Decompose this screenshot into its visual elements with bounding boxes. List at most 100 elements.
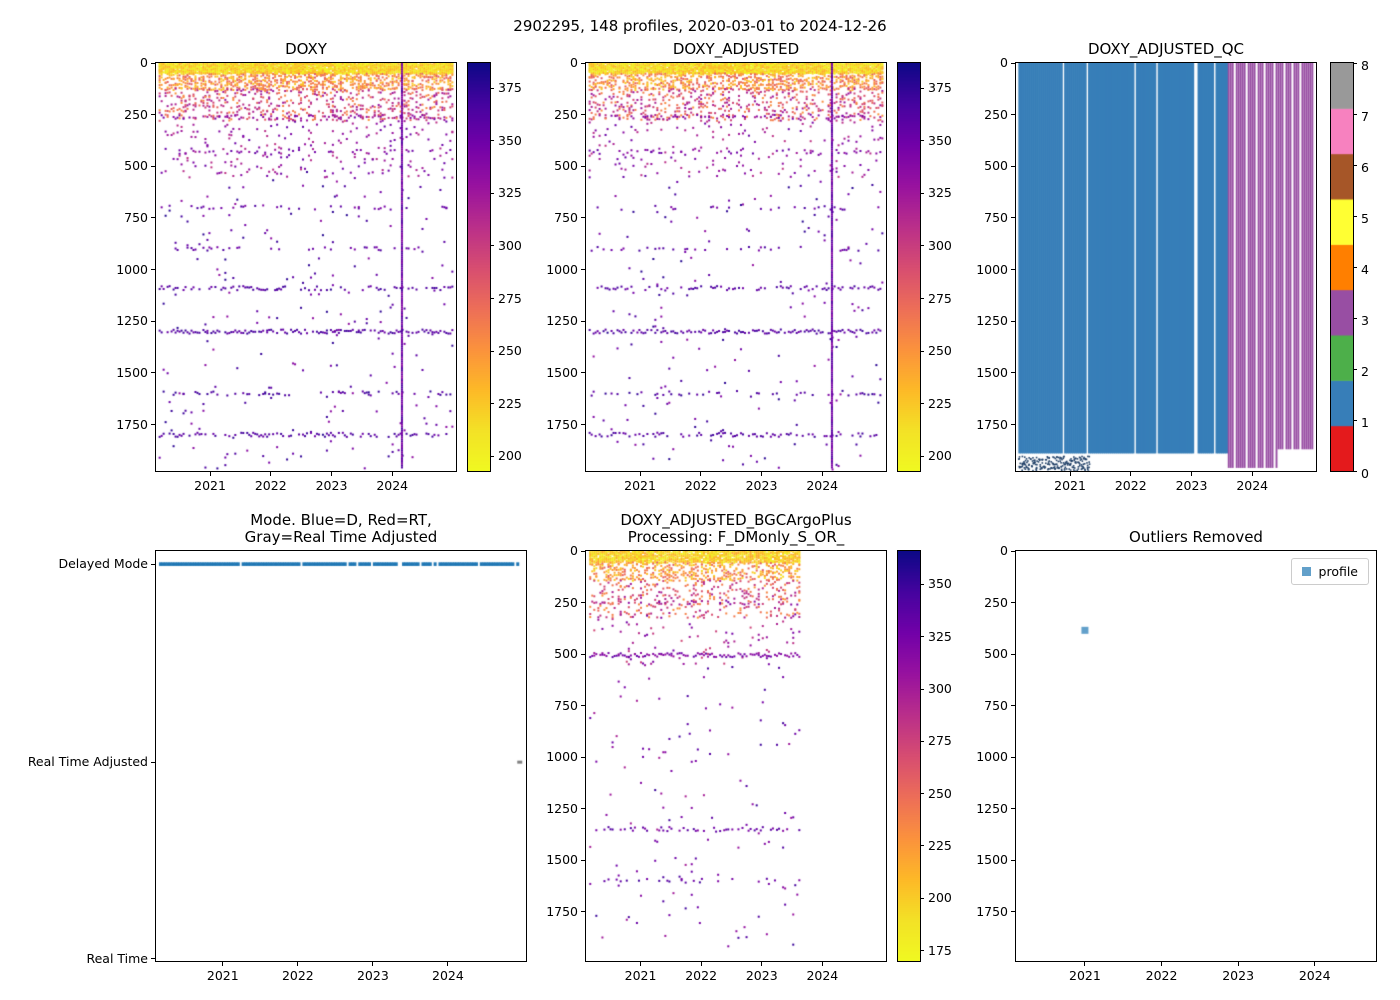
figure-suptitle: 2902295, 148 profiles, 2020-03-01 to 202… xyxy=(513,17,887,35)
y-tick xyxy=(1011,114,1015,116)
colorbar-tick-label: 350 xyxy=(928,576,952,592)
qc-plot-canvas xyxy=(1016,63,1316,471)
doxy-colorbar-canvas xyxy=(468,63,490,471)
colorbar-tick-label: 375 xyxy=(928,80,952,96)
colorbar-tick xyxy=(490,298,494,300)
y-tick xyxy=(151,320,155,322)
y-tick xyxy=(581,424,585,426)
y-tick-label: 250 xyxy=(554,594,578,610)
y-tick xyxy=(581,114,585,116)
colorbar-tick-label: 300 xyxy=(928,681,952,697)
doxy-axes: DOXY 2021 2022 2023 2024 0 250 500 750 1000 1250 1… xyxy=(116,40,457,493)
y-tick xyxy=(1011,372,1015,374)
y-tick xyxy=(151,62,155,64)
x-tick xyxy=(700,472,702,476)
y-tick-label: 1750 xyxy=(546,416,578,432)
x-tick-label: 2024 xyxy=(806,968,839,983)
qc-colorbar-canvas xyxy=(1331,63,1353,471)
colorbar-tick-label: 300 xyxy=(498,237,522,253)
x-tick-label: 2021 xyxy=(624,968,657,983)
y-tick xyxy=(1011,859,1015,861)
legend-profile-label: profile xyxy=(1318,564,1358,579)
doxy-adjusted-title: DOXY_ADJUSTED xyxy=(672,39,800,58)
colorbar-tick-label: 0 xyxy=(1361,466,1369,481)
colorbar-tick-label: 250 xyxy=(498,343,522,359)
y-tick xyxy=(151,958,155,960)
y-tick xyxy=(1011,808,1015,810)
colorbar-tick-label: 250 xyxy=(928,343,952,359)
x-tick-label: 2022 xyxy=(1145,968,1178,983)
doxy-adjusted-axes: DOXY_ADJUSTED 2021 2022 2023 2024 0 250 500 750… xyxy=(546,40,887,493)
y-tick-label: 1500 xyxy=(976,852,1008,868)
colorbar-tick-label: 200 xyxy=(928,448,952,464)
x-tick-label: 2022 xyxy=(281,968,314,983)
y-tick xyxy=(1011,269,1015,271)
bgc-plot-canvas xyxy=(586,551,886,961)
y-tick xyxy=(581,756,585,758)
colorbar-tick-label: 325 xyxy=(928,628,952,644)
y-tick-label: Real Time Adjusted xyxy=(27,754,148,770)
x-tick xyxy=(1161,962,1163,966)
y-tick-label: 250 xyxy=(124,106,148,122)
x-tick xyxy=(640,962,642,966)
x-tick xyxy=(761,962,763,966)
x-tick-label: 2021 xyxy=(624,478,656,493)
y-tick-label: 750 xyxy=(554,209,578,225)
colorbar-tick-label: 325 xyxy=(498,185,522,201)
x-tick xyxy=(700,962,702,966)
colorbar-tick xyxy=(920,688,924,690)
x-tick-label: 2023 xyxy=(745,478,778,493)
y-tick-label: 500 xyxy=(984,158,1008,174)
y-tick xyxy=(581,165,585,167)
x-tick xyxy=(209,472,211,476)
x-tick xyxy=(761,472,762,476)
y-tick xyxy=(581,808,585,810)
colorbar-tick xyxy=(1353,113,1357,115)
bgc-title: DOXY_ADJUSTED_BGCArgoPlus Processing: F_… xyxy=(620,511,851,547)
mode-title: Mode. Blue=D, Red=RT, Gray=Real Time Adj… xyxy=(244,511,438,547)
profile-marker-icon xyxy=(1301,567,1311,576)
y-tick xyxy=(581,550,585,552)
colorbar-tick xyxy=(1353,164,1357,166)
colorbar-tick-label: 4 xyxy=(1361,262,1369,277)
x-tick-label: 2023 xyxy=(1222,968,1255,983)
qc-colorbar: 0 1 2 3 4 5 6 7 8 xyxy=(1330,59,1369,481)
x-tick-label: 2022 xyxy=(254,478,287,493)
y-tick xyxy=(1011,217,1015,219)
x-tick xyxy=(639,472,641,476)
y-tick-label: 0 xyxy=(1000,543,1008,558)
x-tick xyxy=(222,962,224,966)
y-tick-label: 1000 xyxy=(976,261,1008,277)
x-tick xyxy=(1069,472,1071,476)
x-tick xyxy=(1084,962,1086,966)
colorbar-tick-label: 8 xyxy=(1361,58,1369,73)
mode-title-line2: Gray=Real Time Adjusted xyxy=(244,527,438,546)
bgc-colorbar: 350 325 300 275 250 225 200 175 xyxy=(897,550,952,962)
x-tick-label: 2022 xyxy=(684,478,717,493)
x-tick xyxy=(297,962,299,966)
x-tick xyxy=(1130,472,1132,476)
colorbar-tick-label: 5 xyxy=(1361,211,1369,226)
x-tick-label: 2023 xyxy=(1175,478,1208,493)
colorbar-tick xyxy=(1353,215,1357,217)
legend: profile xyxy=(1290,558,1369,585)
colorbar-tick-label: 250 xyxy=(928,785,952,801)
x-tick-label: 2024 xyxy=(806,478,839,493)
x-tick xyxy=(1251,472,1253,476)
x-tick xyxy=(1314,962,1316,966)
y-tick-label: Real Time xyxy=(86,950,148,966)
bgc-title-line2: Processing: F_DMonly_S_OR_ xyxy=(627,527,845,546)
colorbar-tick-label: 225 xyxy=(498,395,522,411)
colorbar-tick xyxy=(920,636,924,638)
colorbar-tick xyxy=(920,897,924,899)
y-tick-label: 1750 xyxy=(546,903,578,919)
x-tick xyxy=(270,472,272,476)
colorbar-tick xyxy=(920,298,924,300)
colorbar-tick-label: 225 xyxy=(928,837,952,853)
bgc-colorbar-canvas xyxy=(898,551,920,961)
colorbar-tick xyxy=(920,350,924,352)
doxy-colorbar: 375 350 325 300 275 250 225 200 xyxy=(467,62,522,472)
x-tick xyxy=(447,962,449,966)
y-tick-label: 500 xyxy=(124,158,148,174)
colorbar-tick-label: 275 xyxy=(498,290,522,306)
